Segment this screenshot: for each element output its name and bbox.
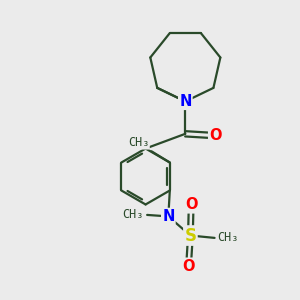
Text: N: N <box>179 94 191 109</box>
Text: O: O <box>209 128 222 143</box>
Text: O: O <box>183 259 195 274</box>
Text: N: N <box>162 209 175 224</box>
Text: O: O <box>185 197 197 212</box>
Text: CH₃: CH₃ <box>122 208 144 221</box>
Text: CH₃: CH₃ <box>128 136 149 149</box>
Text: CH₃: CH₃ <box>218 231 239 244</box>
Text: S: S <box>184 226 196 244</box>
